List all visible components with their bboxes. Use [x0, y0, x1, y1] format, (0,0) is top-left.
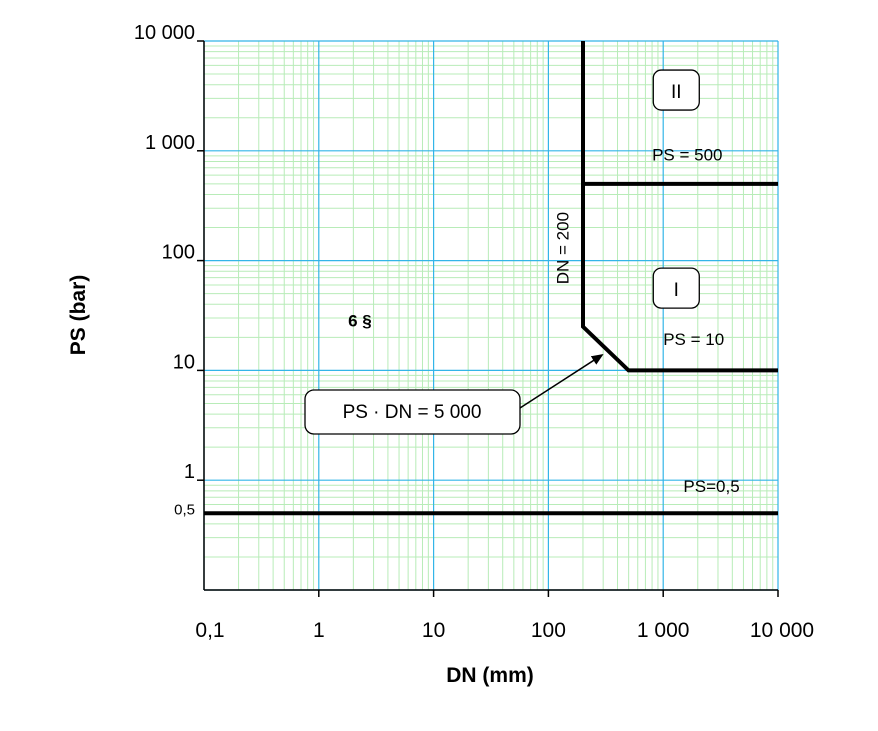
annotations: PS=0,5 PS = 10 PS = 500 DN = 200 6 §	[348, 145, 740, 496]
y-tick-label: 10 000	[134, 22, 195, 44]
category-labels: III	[652, 69, 700, 309]
y-tick-label: 100	[162, 242, 195, 264]
callout-label: PS · DN = 5 000	[343, 402, 482, 423]
annotation-label: PS = 10	[663, 330, 724, 349]
annotation-label: DN = 200	[554, 212, 573, 284]
y-tick-label: 1 000	[145, 132, 195, 154]
callout: PS · DN = 5 000	[304, 353, 604, 435]
x-tick-labels: 0,1 1 10 100 1 000 10 000	[195, 619, 814, 642]
category-box	[652, 267, 700, 309]
minor-grid	[204, 41, 778, 590]
annotation-label: PS=0,5	[683, 477, 739, 496]
x-tick-label: 100	[531, 619, 566, 642]
category-box	[652, 69, 700, 111]
x-tick-label: 10	[422, 619, 445, 642]
x-axis-title: DN (mm)	[446, 664, 534, 687]
y-axis-title: PS (bar)	[67, 275, 90, 356]
series-lines	[204, 41, 778, 516]
callout-arrow	[519, 353, 604, 409]
x-tick-label: 10 000	[750, 619, 814, 642]
y-tick-label: 0,5	[174, 501, 195, 518]
x-tick-label: 0,1	[195, 619, 224, 642]
y-tick-label: 1	[184, 461, 195, 483]
y-tick-label: 10	[173, 351, 195, 373]
annotation-label: 6 §	[348, 312, 372, 331]
y-tick-labels: 0,5 1 10 100 1 000 10 000	[134, 22, 195, 518]
annotation-label: PS = 500	[652, 145, 722, 164]
category-label: II	[671, 82, 682, 103]
callout-box	[304, 389, 521, 435]
category-label: I	[674, 280, 679, 301]
x-tick-label: 1	[313, 619, 325, 642]
major-grid	[203, 40, 779, 591]
x-tick-label: 1 000	[637, 619, 690, 642]
axes	[197, 40, 779, 597]
